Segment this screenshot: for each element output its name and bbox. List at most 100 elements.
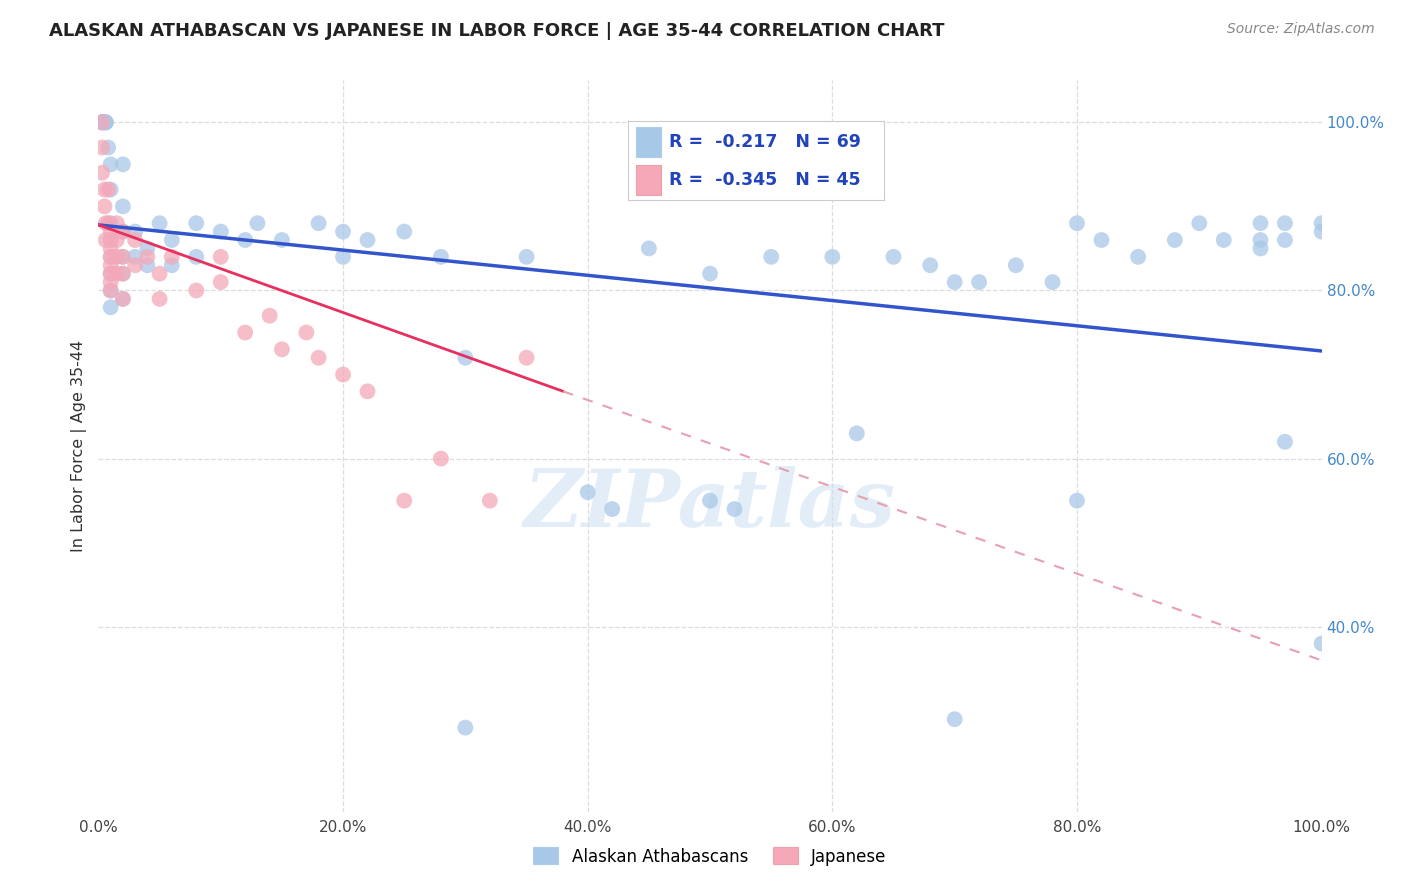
Point [100, 242, 122, 256]
Y-axis label: In Labor Force | Age 35-44: In Labor Force | Age 35-44 [72, 340, 87, 552]
Point [1042, 275, 1064, 289]
Point [91, 115, 114, 129]
Point [270, 233, 294, 247]
Point [105, 233, 128, 247]
Point [111, 250, 134, 264]
Point [97, 140, 120, 154]
Point [124, 250, 146, 264]
Point [186, 250, 208, 264]
Point [111, 225, 134, 239]
Point [93, 199, 115, 213]
Point [1212, 233, 1234, 247]
Point [797, 183, 820, 197]
Point [136, 250, 159, 264]
Point [97, 183, 120, 197]
Point [94, 115, 117, 129]
FancyBboxPatch shape [636, 127, 661, 157]
Point [100, 250, 122, 264]
Point [124, 258, 146, 272]
Text: R =  -0.345   N = 45: R = -0.345 N = 45 [669, 171, 860, 189]
Point [699, 267, 721, 281]
Point [1310, 225, 1333, 239]
Point [308, 351, 330, 365]
Point [111, 199, 134, 213]
Point [100, 225, 122, 239]
Point [149, 292, 172, 306]
Point [246, 216, 269, 230]
Point [105, 250, 128, 264]
Point [91, 166, 114, 180]
Point [943, 712, 966, 726]
Point [576, 485, 599, 500]
Point [356, 384, 378, 399]
Point [209, 225, 232, 239]
Point [1249, 233, 1271, 247]
Point [430, 250, 453, 264]
Point [920, 258, 942, 272]
Point [356, 233, 378, 247]
Point [111, 292, 134, 306]
Point [430, 451, 453, 466]
Point [209, 275, 232, 289]
Point [699, 493, 721, 508]
Point [91, 140, 114, 154]
Point [93, 183, 115, 197]
Point [270, 343, 294, 357]
Legend: Alaskan Athabascans, Japanese: Alaskan Athabascans, Japanese [533, 847, 887, 865]
Point [1066, 493, 1088, 508]
Point [1004, 258, 1026, 272]
Text: R =  -0.217   N = 69: R = -0.217 N = 69 [669, 133, 860, 151]
Point [186, 216, 208, 230]
Point [209, 250, 232, 264]
Text: Source: ZipAtlas.com: Source: ZipAtlas.com [1227, 22, 1375, 37]
Point [1274, 216, 1296, 230]
Point [100, 233, 122, 247]
Point [91, 115, 114, 129]
Point [111, 267, 134, 281]
Point [100, 258, 122, 272]
Point [1164, 233, 1187, 247]
Point [392, 225, 416, 239]
Point [91, 115, 114, 129]
Point [94, 115, 117, 129]
Point [100, 284, 122, 298]
Point [100, 250, 122, 264]
Point [308, 216, 330, 230]
Point [1090, 233, 1112, 247]
Point [160, 258, 183, 272]
Point [91, 115, 114, 129]
Point [637, 242, 661, 256]
Point [93, 115, 115, 129]
Point [94, 216, 117, 230]
Point [233, 326, 256, 340]
Point [100, 233, 122, 247]
Point [111, 225, 134, 239]
Point [111, 267, 134, 281]
Point [1274, 233, 1296, 247]
Point [515, 351, 537, 365]
Text: ZIPatlas: ZIPatlas [524, 466, 896, 543]
FancyBboxPatch shape [636, 165, 661, 195]
Point [600, 502, 623, 516]
Point [1274, 434, 1296, 449]
Point [124, 233, 146, 247]
Text: ALASKAN ATHABASCAN VS JAPANESE IN LABOR FORCE | AGE 35-44 CORRELATION CHART: ALASKAN ATHABASCAN VS JAPANESE IN LABOR … [49, 22, 945, 40]
Point [1128, 250, 1150, 264]
Point [1066, 216, 1088, 230]
Point [124, 225, 146, 239]
Point [100, 300, 122, 314]
Point [332, 225, 354, 239]
Point [160, 233, 183, 247]
Point [100, 216, 122, 230]
Point [392, 493, 416, 508]
Point [967, 275, 990, 289]
Point [94, 233, 117, 247]
Point [136, 258, 159, 272]
Point [1249, 216, 1271, 230]
Point [515, 250, 537, 264]
Point [454, 351, 477, 365]
Point [100, 275, 122, 289]
Point [1310, 216, 1333, 230]
Point [845, 426, 868, 441]
Point [332, 250, 354, 264]
